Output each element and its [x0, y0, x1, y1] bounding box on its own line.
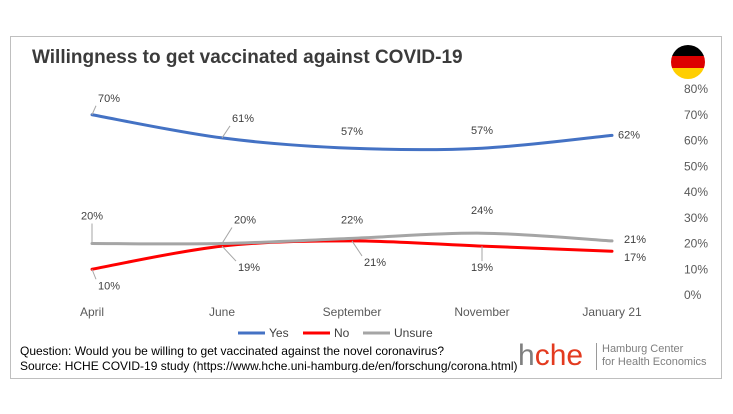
x-tick-label: November: [454, 305, 509, 319]
data-label-unsure: 24%: [471, 205, 493, 217]
x-tick-label: September: [323, 305, 382, 319]
hche-logo-mark: hche: [518, 339, 584, 372]
flag-stripe-gold: [671, 67, 705, 79]
label-leader-line: [91, 105, 97, 115]
y-tick-label: 80%: [684, 82, 708, 96]
data-label-yes: 57%: [341, 126, 363, 138]
data-label-yes: 57%: [471, 125, 493, 137]
data-label-no: 19%: [471, 262, 493, 274]
x-tick-label: June: [209, 305, 235, 319]
question-text: Question: Would you be willing to get va…: [20, 344, 445, 358]
data-label-yes: 62%: [618, 129, 640, 141]
y-tick-label: 20%: [684, 237, 708, 251]
label-leader-line: [91, 269, 97, 280]
source-text: Source: HCHE COVID-19 study (https://www…: [20, 359, 518, 373]
data-label-unsure: 22%: [341, 214, 363, 226]
logo-line-1: Hamburg Center: [602, 343, 684, 355]
data-label-unsure: 21%: [624, 234, 646, 246]
logo-text: Hamburg Center for Health Economics: [602, 343, 707, 369]
legend-label-unsure: Unsure: [394, 326, 433, 340]
y-tick-label: 10%: [684, 262, 708, 276]
legend-label-yes: Yes: [269, 326, 289, 340]
series-line-yes: [90, 113, 614, 152]
logo-line-2: for Health Economics: [602, 356, 707, 368]
data-label-no: 10%: [98, 280, 120, 292]
y-tick-label: 60%: [684, 134, 708, 148]
data-label-unsure: 20%: [81, 211, 103, 223]
label-leader-line: [221, 227, 233, 244]
data-label-no: 17%: [624, 252, 646, 264]
x-tick-label: January 21: [582, 305, 642, 319]
y-tick-label: 30%: [684, 211, 708, 225]
label-leader-line: [221, 245, 237, 262]
data-label-no: 21%: [364, 257, 386, 269]
y-tick-label: 0%: [684, 288, 702, 302]
data-label-yes: 61%: [232, 113, 254, 125]
chart-frame: [10, 36, 722, 379]
data-label-yes: 70%: [98, 93, 120, 105]
y-tick-label: 50%: [684, 159, 708, 173]
label-leader-line: [221, 125, 231, 139]
y-tick-label: 40%: [684, 185, 708, 199]
y-tick-label: 70%: [684, 108, 708, 122]
chart-title: Willingness to get vaccinated against CO…: [32, 47, 463, 68]
flag-stripe-red: [671, 56, 705, 68]
flag-stripe-black: [671, 45, 705, 57]
legend-label-no: No: [334, 326, 350, 340]
label-leader-line: [351, 240, 363, 257]
logo-divider: [596, 343, 597, 370]
data-label-no: 19%: [238, 262, 260, 274]
chart-footer: Question: Would you be willing to get va…: [20, 344, 518, 374]
data-label-unsure: 20%: [234, 215, 256, 227]
x-tick-label: April: [80, 305, 104, 319]
germany-flag-icon: [671, 45, 705, 79]
series-line-unsure: [90, 231, 614, 246]
